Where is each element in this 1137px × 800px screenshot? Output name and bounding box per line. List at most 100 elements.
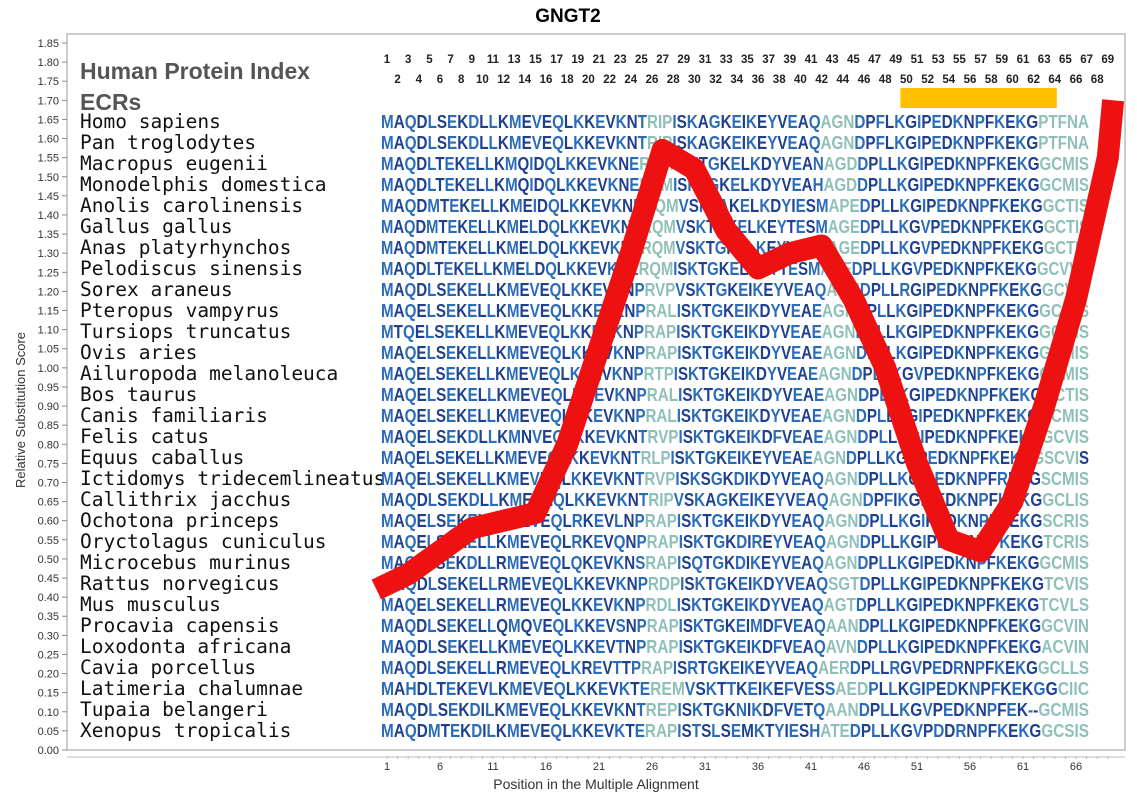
residue-group: Y bbox=[772, 384, 783, 405]
residue-group: N bbox=[624, 510, 635, 531]
residue-group: D bbox=[850, 720, 861, 741]
residue-group: L bbox=[877, 300, 886, 321]
residue-group: P bbox=[871, 237, 881, 258]
residue-group: Y bbox=[771, 594, 782, 615]
residue-group: L bbox=[750, 195, 759, 216]
y-tick-label: 1.25 bbox=[38, 267, 59, 279]
residue-group: K bbox=[1022, 678, 1034, 699]
residue-group: S bbox=[682, 699, 692, 720]
residue-group: Q bbox=[404, 153, 416, 174]
residue-group: M bbox=[381, 153, 394, 174]
residue-group: N bbox=[623, 321, 634, 342]
residue-group: E bbox=[932, 657, 942, 678]
residue-group: K bbox=[691, 300, 703, 321]
residue-group: D bbox=[857, 153, 868, 174]
residue-group: P bbox=[923, 594, 933, 615]
residue-group: E bbox=[1012, 678, 1022, 699]
y-tick-label: 0.00 bbox=[38, 745, 59, 757]
residue-group: E bbox=[446, 510, 456, 531]
residue-group: F bbox=[773, 426, 782, 447]
residue-group: E bbox=[793, 384, 803, 405]
species-name: Ictidomys tridecemlineatus bbox=[80, 467, 385, 490]
residue-group: V bbox=[533, 678, 544, 699]
residue-group: RAP bbox=[645, 342, 677, 363]
species-name: Oryctolagus cuniculus bbox=[80, 530, 327, 553]
residue-group: R bbox=[752, 531, 763, 552]
residue-group: S bbox=[681, 552, 691, 573]
residue-group: N bbox=[521, 426, 532, 447]
residue-group: E bbox=[446, 300, 456, 321]
residue-group: K bbox=[752, 279, 763, 300]
residue-group: M bbox=[816, 195, 829, 216]
position-label: 34 bbox=[730, 74, 743, 86]
residue-group: G bbox=[708, 363, 720, 384]
residue-group: D bbox=[417, 132, 428, 153]
residue-group: D bbox=[736, 531, 747, 552]
residue-group: G bbox=[1026, 111, 1038, 132]
residue-group: N bbox=[968, 510, 979, 531]
residue-group: S bbox=[435, 447, 445, 468]
residue-group: L bbox=[428, 678, 437, 699]
residue-group: K bbox=[1022, 216, 1033, 237]
residue-group: K bbox=[457, 216, 468, 237]
residue-group: L bbox=[561, 552, 570, 573]
residue-group: K bbox=[728, 489, 740, 510]
plot-frame bbox=[66, 33, 1126, 751]
residue-group: Q bbox=[405, 489, 417, 510]
position-label: 7 bbox=[447, 54, 453, 66]
residue-group: I bbox=[679, 615, 683, 636]
sequence-row: MAQELSEKELLKMEVEQLKKEVKNPRTPISKTGKEIKDYV… bbox=[381, 363, 1089, 384]
residue-group: F bbox=[992, 237, 1001, 258]
residue-group: Q bbox=[404, 363, 416, 384]
residue-group: P bbox=[930, 216, 940, 237]
residue-group: E bbox=[467, 594, 477, 615]
residue-group: Q bbox=[551, 384, 563, 405]
position-label: 64 bbox=[1048, 74, 1061, 86]
residue-group: E bbox=[541, 384, 551, 405]
residue-group: E bbox=[540, 657, 550, 678]
residue-group: E bbox=[468, 615, 478, 636]
residue-group: N bbox=[967, 615, 978, 636]
residue-group: K bbox=[724, 342, 735, 363]
residue-group: A bbox=[394, 426, 405, 447]
residue-group: I bbox=[921, 615, 925, 636]
residue-group: I bbox=[672, 132, 676, 153]
residue-group: E bbox=[522, 111, 532, 132]
residue-group: K bbox=[1020, 195, 1031, 216]
residue-group: V bbox=[783, 699, 794, 720]
residue-group: N bbox=[965, 321, 976, 342]
residue-group: E bbox=[791, 594, 801, 615]
species-name: Canis familiaris bbox=[80, 404, 268, 427]
residue-group: A bbox=[394, 489, 405, 510]
residue-group: A bbox=[803, 615, 814, 636]
residue-group: S bbox=[438, 699, 448, 720]
position-label: 13 bbox=[508, 54, 521, 66]
species-name: Xenopus tropicalis bbox=[80, 719, 291, 742]
residue-group: M bbox=[510, 489, 523, 510]
residue-group: K bbox=[607, 258, 618, 279]
residue-group: GCTIS bbox=[1043, 195, 1089, 216]
residue-group: I bbox=[921, 384, 925, 405]
residue-group: TCVIS bbox=[1044, 573, 1089, 594]
residue-group: Q bbox=[405, 195, 417, 216]
residue-group: P bbox=[980, 573, 990, 594]
position-label: 52 bbox=[921, 74, 934, 86]
residue-group: GCSIS bbox=[1041, 720, 1089, 741]
residue-group: E bbox=[1006, 594, 1016, 615]
species-name: Ovis aries bbox=[80, 341, 197, 364]
residue-group: K bbox=[1018, 615, 1029, 636]
residue-group: V bbox=[921, 216, 931, 237]
residue-group: K bbox=[723, 405, 735, 426]
residue-group: V bbox=[601, 195, 612, 216]
residue-group: Y bbox=[771, 552, 782, 573]
residue-group: K bbox=[891, 258, 902, 279]
residue-group: E bbox=[1008, 426, 1018, 447]
residue-group: K bbox=[616, 426, 628, 447]
residue-group: K bbox=[1017, 363, 1028, 384]
residue-group: T bbox=[703, 552, 713, 573]
y-tick-label: 1.80 bbox=[38, 57, 59, 69]
residue-group: G bbox=[1028, 552, 1040, 573]
residue-group: Q bbox=[405, 111, 417, 132]
residue-group: T bbox=[703, 699, 713, 720]
y-tick-label: 1.70 bbox=[38, 95, 59, 107]
